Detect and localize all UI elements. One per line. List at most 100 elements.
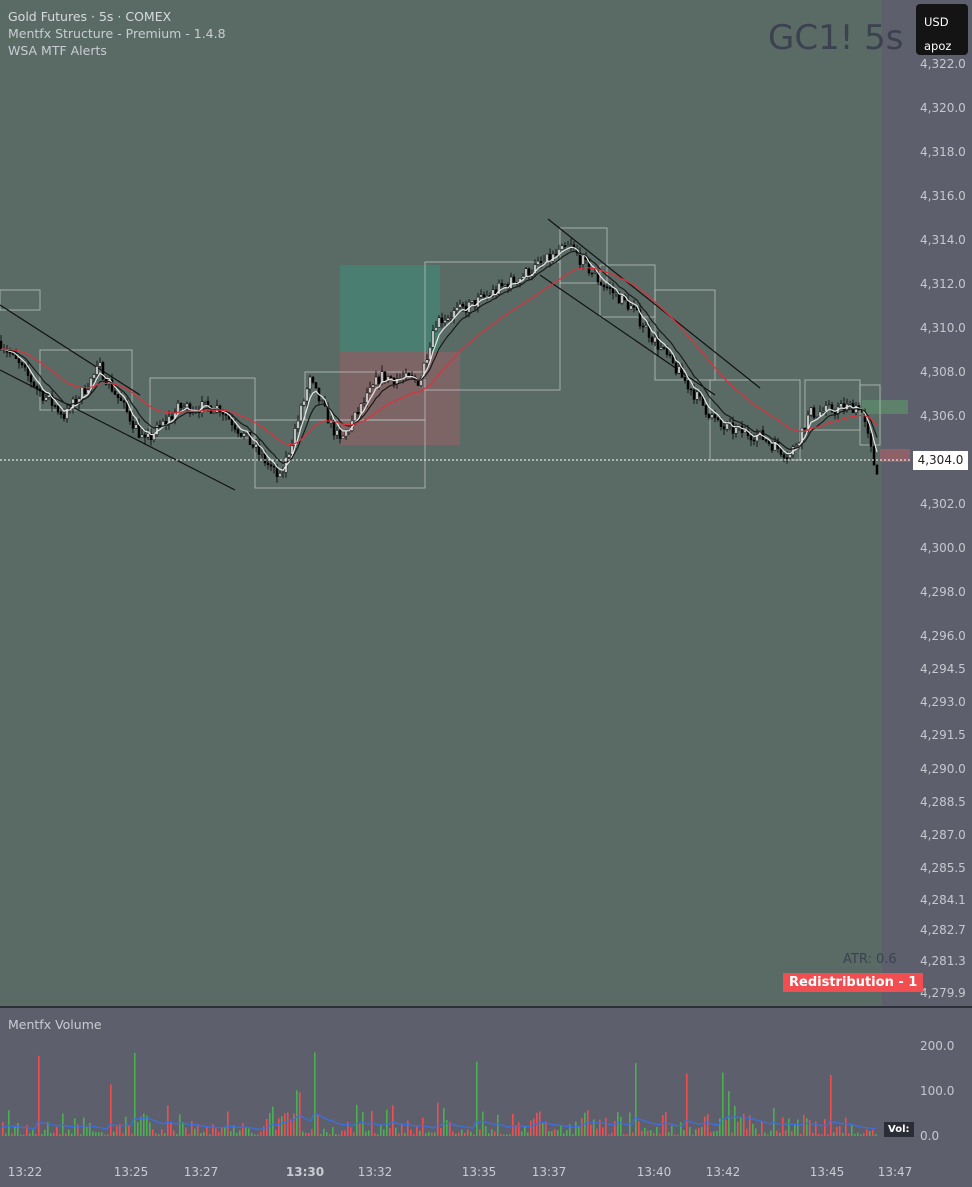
- candle-body: [224, 413, 228, 416]
- volume-bar: [359, 1123, 361, 1136]
- volume-bar: [617, 1112, 619, 1136]
- volume-bar: [476, 1061, 478, 1136]
- volume-bar: [308, 1132, 310, 1136]
- volume-bar: [815, 1121, 817, 1136]
- volume-bar: [350, 1127, 352, 1136]
- volume-title[interactable]: Mentfx Volume: [8, 1017, 102, 1032]
- volume-bar: [326, 1132, 328, 1136]
- candle-body: [368, 387, 372, 394]
- volume-bar: [68, 1129, 70, 1136]
- volume-bar: [809, 1120, 811, 1136]
- volume-bar: [653, 1132, 655, 1136]
- volume-bar: [314, 1052, 316, 1136]
- indicator-structure[interactable]: Mentfx Structure - Premium - 1.4.8: [8, 26, 226, 41]
- price-tick: 4,306.0: [920, 409, 966, 423]
- time-tick: 13:27: [183, 1165, 219, 1179]
- volume-bar: [305, 1132, 307, 1136]
- volume-bar: [554, 1129, 556, 1136]
- volume-bar: [491, 1129, 493, 1136]
- volume-bar: [599, 1119, 601, 1136]
- candle-body: [491, 289, 495, 297]
- candle-body: [374, 376, 378, 386]
- volume-bar: [818, 1133, 820, 1136]
- currency-button[interactable]: USD apoz: [916, 4, 968, 55]
- volume-bar: [827, 1134, 829, 1136]
- volume-bar: [194, 1128, 196, 1136]
- volume-bar: [380, 1124, 382, 1136]
- volume-bar: [572, 1134, 574, 1136]
- volume-bar: [464, 1132, 466, 1136]
- volume-bar: [281, 1116, 283, 1136]
- price-axis[interactable]: [882, 0, 972, 1007]
- candle-body: [47, 394, 51, 398]
- candle-body: [380, 371, 384, 384]
- volume-bar: [479, 1129, 481, 1136]
- candle-body: [755, 434, 759, 442]
- volume-bar: [740, 1117, 742, 1136]
- price-tick: 4,284.1: [920, 893, 966, 907]
- candle-body: [110, 379, 114, 392]
- candle-body: [656, 336, 660, 350]
- alert-zone-green: [862, 400, 908, 414]
- candle-body: [230, 418, 234, 426]
- volume-bar: [668, 1132, 670, 1136]
- volume-bar: [779, 1132, 781, 1136]
- candle-body: [734, 427, 738, 434]
- candle-body: [842, 403, 846, 411]
- volume-bar: [644, 1127, 646, 1136]
- candle-body: [719, 419, 723, 427]
- candle-body: [602, 284, 606, 288]
- volume-bar: [641, 1130, 643, 1136]
- price-tick: 4,279.9: [920, 986, 966, 1000]
- volume-bar: [437, 1102, 439, 1136]
- volume-bar: [758, 1134, 760, 1136]
- volume-bar: [575, 1121, 577, 1136]
- pane-separator[interactable]: [0, 1006, 972, 1008]
- candle-body: [305, 388, 309, 402]
- volume-bar: [578, 1126, 580, 1136]
- symbol-title[interactable]: Gold Futures · 5s · COMEX: [8, 9, 172, 24]
- candle-body: [383, 371, 387, 382]
- indicator-alerts[interactable]: WSA MTF Alerts: [8, 43, 107, 58]
- volume-bar: [272, 1106, 274, 1136]
- candle-body: [692, 389, 696, 400]
- volume-bar: [533, 1118, 535, 1136]
- volume-bar: [215, 1128, 217, 1136]
- volume-bar: [842, 1133, 844, 1136]
- candle-body: [578, 252, 582, 265]
- volume-bar: [53, 1132, 55, 1136]
- candle-body: [485, 295, 489, 298]
- candle-body: [704, 405, 708, 415]
- candle-body: [710, 414, 714, 419]
- candle-body: [731, 422, 735, 434]
- volume-tag: Vol:: [884, 1122, 914, 1137]
- candle-body: [119, 397, 123, 402]
- candle-body: [122, 400, 126, 403]
- candle-body: [632, 305, 636, 308]
- volume-bar: [140, 1116, 142, 1136]
- price-tick: 4,285.5: [920, 861, 966, 875]
- volume-bar: [374, 1133, 376, 1136]
- volume-bar: [743, 1113, 745, 1136]
- candle-body: [527, 268, 531, 277]
- volume-bar: [311, 1129, 313, 1136]
- volume-bar: [854, 1133, 856, 1136]
- price-tick: 4,294.5: [920, 662, 966, 676]
- volume-bar: [521, 1131, 523, 1136]
- volume-bar: [248, 1128, 250, 1136]
- time-tick: 13:37: [531, 1165, 567, 1179]
- volume-bar: [104, 1134, 106, 1136]
- volume-bar: [728, 1091, 730, 1136]
- volume-bar: [824, 1119, 826, 1136]
- candle-body: [869, 433, 873, 447]
- candle-body: [134, 424, 138, 429]
- volume-bar: [122, 1133, 124, 1136]
- volume-bar: [383, 1129, 385, 1136]
- volume-bar: [680, 1122, 682, 1136]
- volume-bar: [50, 1133, 52, 1136]
- price-chart[interactable]: [0, 0, 882, 1007]
- volume-bar: [197, 1125, 199, 1136]
- candle-body: [356, 411, 360, 415]
- candle-body: [593, 272, 597, 274]
- candle-body: [803, 427, 807, 430]
